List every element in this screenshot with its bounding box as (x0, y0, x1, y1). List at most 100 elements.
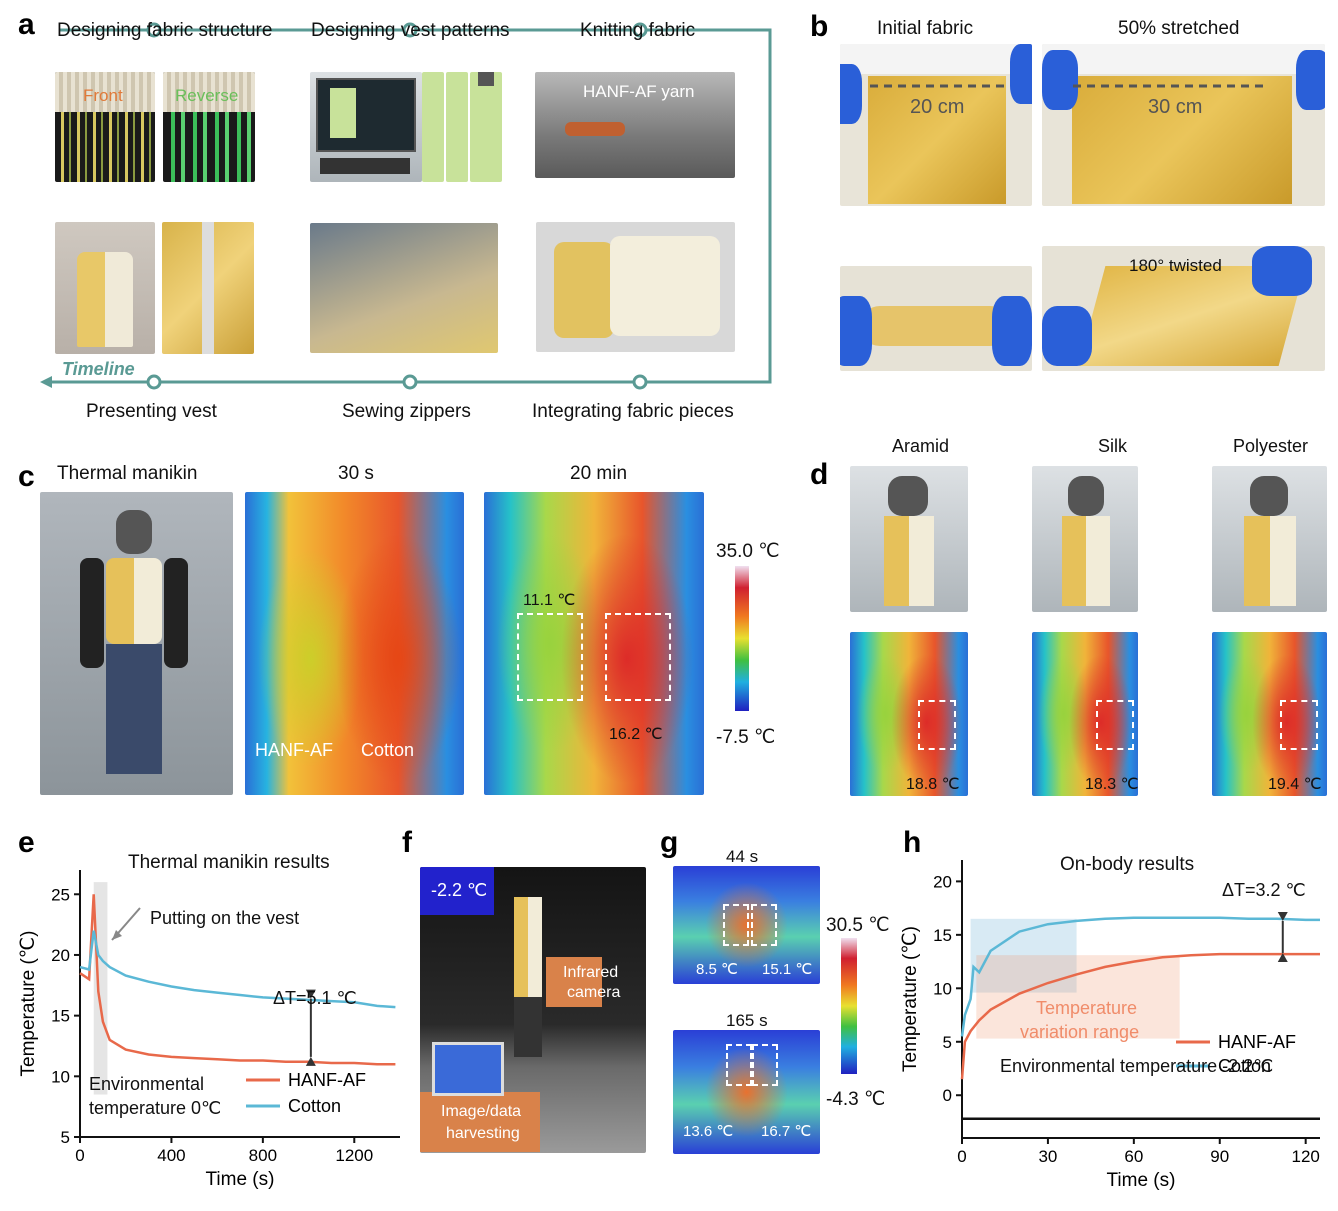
panel-e-label: e (18, 826, 35, 859)
material-aramid: Aramid (892, 436, 950, 456)
chart-e: 0 400 800 1200 5 10 15 20 25 Time (s) Temperature … (18, 870, 400, 1190)
thermal-20min-title: 20 min (570, 463, 628, 484)
measure-lines (870, 84, 1265, 88)
delta-arrowhead (1277, 911, 1288, 921)
stretched-title: 50% stretched (1118, 18, 1240, 39)
g-thermal-165s (673, 1030, 820, 1154)
harvest-label-2: harvesting (446, 1125, 520, 1142)
polyester-value: 19.4 ℃ (1268, 776, 1322, 793)
zipper-closeup-photo (162, 222, 254, 354)
scale-max: 35.0 ℃ (716, 541, 780, 562)
harvest-label-1: Image/data (441, 1103, 522, 1120)
polyester-photo (1212, 466, 1327, 612)
knitting-photo (535, 72, 735, 178)
panel-a-label: a (18, 8, 35, 41)
timeline-node (402, 22, 418, 38)
y-tick-label: 10 (933, 979, 952, 998)
timeline-node (402, 374, 418, 390)
thermal-30s-title: 30 s (338, 463, 374, 484)
x-tick-label: 1200 (335, 1146, 373, 1165)
chart-h-title: On-body results (1060, 854, 1195, 875)
y-tick-label: 15 (933, 926, 952, 945)
series-line-cotton (960, 916, 1320, 1037)
x-tick-label: 60 (1124, 1147, 1143, 1166)
timeline-node (146, 22, 162, 38)
legend-label: Cotton (1218, 1056, 1271, 1076)
g-value-2a: 13.6 ℃ (683, 1123, 734, 1140)
len-initial: 20 cm (910, 96, 965, 118)
g-scale-max: 30.5 ℃ (826, 915, 890, 936)
polyester-thermal (1212, 632, 1327, 796)
legend-label: Cotton (288, 1096, 341, 1116)
legend-label: HANF-AF (1218, 1032, 1296, 1052)
silk-photo (1032, 466, 1138, 612)
g-value-1a: 8.5 ℃ (696, 961, 738, 978)
y-tick-label: 5 (943, 1033, 952, 1052)
g-value-2b: 16.7 ℃ (761, 1123, 812, 1140)
chart-e-env-1: Environmental (89, 1074, 205, 1094)
vest-pattern-piece (470, 72, 502, 182)
y-tick-label: 20 (933, 872, 952, 891)
roi-box-polyester (1280, 700, 1318, 750)
yarn-label: HANF-AF yarn (583, 82, 695, 101)
x-tick-label: 0 (957, 1147, 966, 1166)
setup-temp: -2.2 ℃ (431, 880, 488, 900)
x-axis-label: Time (s) (206, 1169, 275, 1190)
folded-fabric-photo (840, 266, 1032, 371)
chart-h-delta: ΔT=3.2 ℃ (1222, 880, 1306, 900)
silk-value: 18.3 ℃ (1085, 776, 1139, 793)
chart-h-env: Environmental temperature -2.2℃ (1000, 1056, 1274, 1076)
roi-box-cotton (605, 613, 671, 701)
reverse-label: Reverse (175, 86, 239, 105)
delta-arrowhead (305, 1056, 316, 1066)
roi-box-hanf (517, 613, 583, 701)
vest-pattern-piece (422, 72, 444, 182)
y-axis-label: Temperature (℃) (900, 926, 921, 1072)
fabric-reverse-image (163, 72, 255, 182)
thermal-value-right: 16.2 ℃ (609, 726, 663, 743)
y-tick-label: 25 (51, 885, 70, 904)
computer-photo (310, 72, 422, 182)
g-value-1b: 15.1 ℃ (762, 961, 813, 978)
roi-box-aramid (918, 700, 956, 750)
step-sewing: Sewing zippers (342, 401, 471, 422)
panel-c-label: c (18, 460, 35, 493)
x-axis-label: Time (s) (1107, 1170, 1176, 1191)
x-tick-label: 800 (249, 1146, 277, 1165)
panel-d-label: d (810, 458, 829, 491)
g-time-1: 44 s (726, 847, 759, 866)
panel-b-label: b (810, 10, 829, 43)
range-label-1: Temperature (1036, 998, 1138, 1018)
aramid-value: 18.8 ℃ (906, 776, 960, 793)
cotton-label: Cotton (361, 740, 415, 760)
legend-label: HANF-AF (288, 1070, 366, 1090)
fabric-pieces-photo (536, 222, 735, 352)
step-knitting: Knitting fabric (580, 20, 696, 41)
twisted-label: 180° twisted (1129, 256, 1222, 275)
chart-e-env-2: temperature 0℃ (89, 1098, 222, 1118)
step-design-structure: Designing fabric structure (57, 20, 273, 41)
timeline-node (632, 374, 648, 390)
y-tick-label: 10 (51, 1067, 70, 1086)
delta-arrowhead (305, 989, 316, 999)
timeline-label: Timeline (62, 359, 135, 379)
thermal-image-20min (484, 492, 704, 795)
g-time-2: 165 s (726, 1011, 768, 1030)
vest-on-shade (93, 882, 108, 1095)
timeline-node (632, 22, 648, 38)
step-design-patterns: Designing vest patterns (311, 20, 510, 41)
manikin-title: Thermal manikin (57, 463, 198, 484)
manikin-photo (40, 492, 233, 795)
thermal-value-left: 11.1 ℃ (523, 592, 576, 609)
chart-h: 0 30 60 90 120 0 5 10 15 20 Time (s) Temperature (℃… (900, 860, 1320, 1191)
setup-photo (420, 867, 646, 1153)
timeline-frame (40, 22, 772, 390)
panel-f-label: f (402, 826, 412, 859)
g-roi-1a (723, 904, 749, 946)
initial-fabric-title: Initial fabric (877, 18, 974, 39)
y-tick-label: 20 (51, 946, 70, 965)
silk-thermal (1032, 632, 1138, 796)
camera-label-2: camera (567, 984, 621, 1001)
step-integrating: Integrating fabric pieces (532, 401, 734, 422)
fabric-front-image (55, 72, 155, 182)
